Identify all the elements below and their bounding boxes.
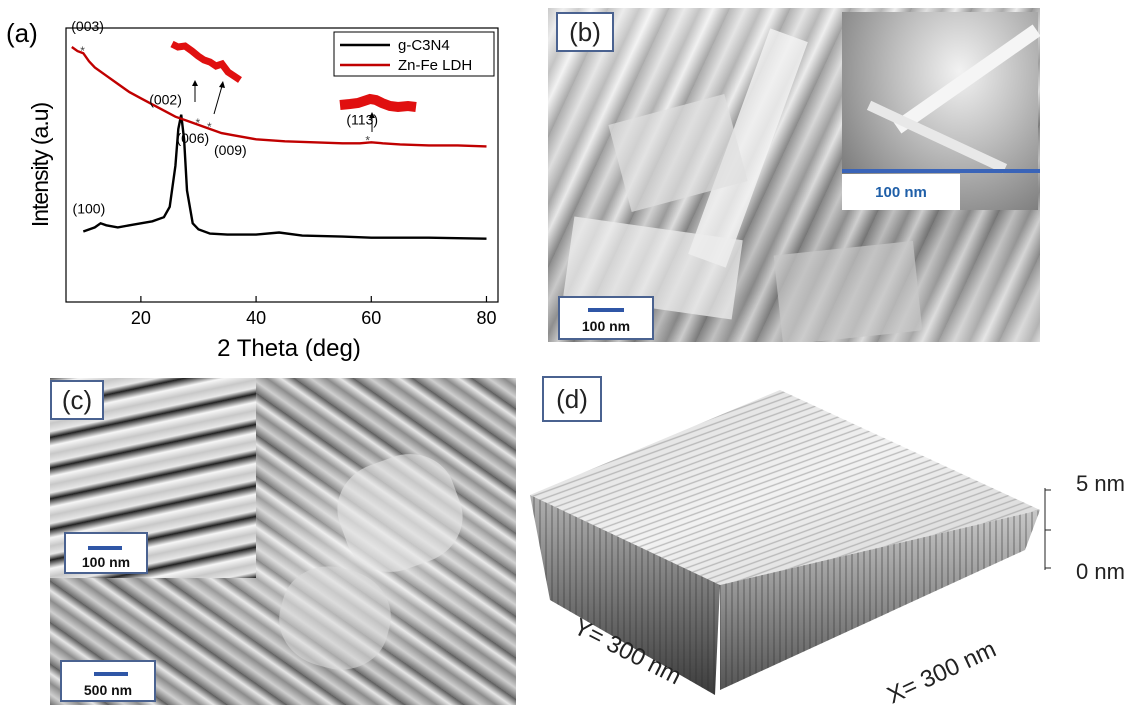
sem-flake	[324, 440, 476, 586]
panel-d-tag: (d)	[542, 376, 602, 422]
panel-c-inset-scale-label: 100 nm	[81, 554, 131, 570]
peak-star: *	[80, 44, 85, 58]
inset-006-009	[170, 40, 242, 83]
panel-b-tag: (b)	[556, 12, 614, 52]
arrow-009-head	[219, 81, 225, 88]
legend-label: Zn-Fe LDH	[398, 57, 472, 74]
panel-d: (d)	[520, 370, 1141, 711]
panel-c-tag: (c)	[50, 380, 104, 420]
arrow-006-head	[192, 80, 198, 86]
panel-b-scale-box: 100 nm	[558, 296, 654, 340]
panel-b-sem: 100 nm (b) 100 nm	[548, 8, 1040, 342]
x-tick-label: 20	[131, 308, 151, 328]
panel-a-tag: (a)	[6, 18, 38, 48]
xrd-chart: Intensity (a.u) 2 Theta (deg) 20 40 60 80 g…	[27, 18, 499, 362]
peak-label: (002)	[149, 92, 182, 108]
z-top-label: 5 nm	[1076, 471, 1125, 496]
afm-surface: 5 nm 0 nm Y= 300 nm X= 300 nm	[530, 390, 1125, 710]
x-tick-label: 80	[476, 308, 496, 328]
sem-flake	[268, 555, 402, 681]
peak-label: (003)	[71, 18, 104, 34]
x-axis-label: X= 300 nm	[883, 636, 1000, 710]
series-line-0	[82, 114, 487, 240]
legend-box	[333, 31, 495, 77]
panel-c-inset-scale-box: 100 nm	[64, 532, 148, 574]
peak-label: (100)	[73, 200, 106, 216]
z-bottom-label: 0 nm	[1076, 559, 1125, 584]
peak-star: *	[365, 134, 370, 148]
peak-star: *	[195, 116, 200, 130]
peak-star: *	[207, 120, 212, 134]
panel-b-scale-label: 100 nm	[581, 318, 631, 334]
arrow-113-head	[369, 112, 375, 118]
plot-frame	[65, 27, 499, 303]
inset-scale-line	[842, 169, 1040, 173]
x-tick-label: 60	[361, 308, 381, 328]
peak-label: (009)	[214, 142, 247, 158]
afm-top-texture	[530, 390, 1040, 585]
panel-c-scale-label: 500 nm	[83, 682, 133, 698]
peak-label: (006)	[176, 130, 209, 146]
inset-scale-box	[842, 174, 960, 210]
panel-a: (a) Intensity (a.u) 2 Theta (deg) 20 40 60…	[0, 0, 540, 370]
x-tick-label: 40	[246, 308, 266, 328]
y-axis-label: Intensity (a.u)	[27, 102, 53, 227]
x-axis-label: 2 Theta (deg)	[217, 335, 361, 362]
inset-113	[339, 93, 417, 113]
arrow-009	[213, 85, 223, 115]
peak-label: (113)	[346, 112, 378, 128]
panel-c-sem: (c) 100 nm 500 nm	[50, 378, 516, 705]
inset-scale-label: 100 nm	[875, 184, 927, 201]
legend-label: g-C3N4	[398, 37, 450, 54]
panel-c-scale-box: 500 nm	[60, 660, 156, 702]
sem-flake	[773, 240, 923, 342]
series-line-1	[71, 46, 487, 148]
